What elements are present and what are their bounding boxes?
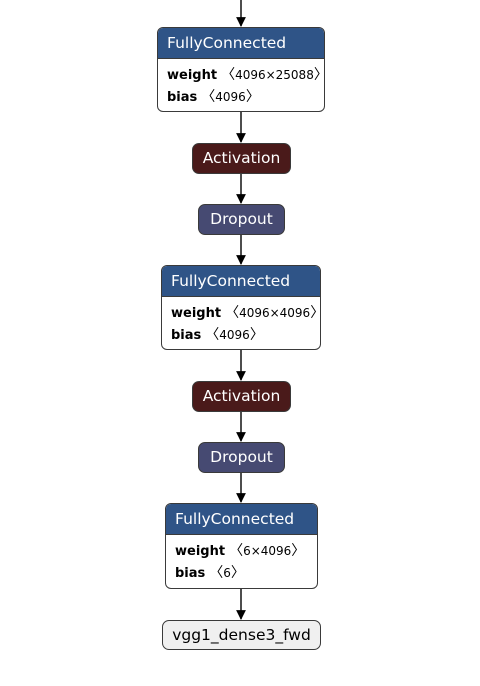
weight-dims: 4096×4096 [239,306,311,320]
fully-connected-node-2-attributes: weight〈4096×4096〉 bias〈4096〉 [162,297,320,346]
activation-node-1[interactable]: Activation [192,143,291,174]
dropout-node-1[interactable]: Dropout [198,204,285,235]
fully-connected-node-3-title: FullyConnected [166,504,317,535]
weight-attribute-value: 〈4096×25088〉 [221,67,324,83]
bias-attribute-row: bias 〈4096〉 [171,324,311,346]
close-angle-glyph: 〉 [314,67,324,83]
fully-connected-node-3-attributes: weight 〈6×4096〉 bias 〈6〉 [166,535,317,584]
weight-dims: 4096×25088 [235,68,314,82]
close-angle-glyph: 〉 [291,543,306,559]
open-angle-glyph: 〈 [205,327,220,343]
fully-connected-node-3[interactable]: FullyConnected weight 〈6×4096〉 bias 〈6〉 [165,503,318,589]
bias-attribute-value: 〈4096〉 [201,89,260,105]
open-angle-glyph: 〈 [229,543,244,559]
bias-attribute-name: bias [175,566,206,581]
close-angle-glyph: 〉 [245,89,260,105]
weight-attribute-row: weight 〈6×4096〉 [175,540,308,562]
fully-connected-node-2[interactable]: FullyConnected weight〈4096×4096〉 bias〈40… [161,265,321,350]
bias-attribute-value: 〈4096〉 [205,327,264,343]
activation-node-2[interactable]: Activation [192,381,291,412]
weight-attribute-row: weight〈4096×25088〉 [167,64,324,86]
fully-connected-node-2-title: FullyConnected [162,266,320,297]
close-angle-glyph: 〉 [310,305,320,321]
fully-connected-node-1-attributes: weight〈4096×25088〉 bias〈4096〉 [158,59,324,108]
bias-attribute-name: bias [167,90,198,105]
bias-dims: 6 [223,566,231,580]
weight-attribute-name: weight [175,544,226,559]
bias-attribute-name: bias [171,328,202,343]
bias-dims: 4096 [215,90,246,104]
open-angle-glyph: 〈 [201,89,216,105]
fully-connected-node-1-title: FullyConnected [158,28,324,59]
fully-connected-node-1[interactable]: FullyConnected weight〈4096×25088〉 bias〈4… [157,27,325,112]
open-angle-glyph: 〈 [209,565,224,581]
bias-attribute-value: 〈6〉 [209,565,245,581]
weight-attribute-value: 〈6×4096〉 [229,543,306,559]
output-node[interactable]: vgg1_dense3_fwd [162,620,321,650]
weight-dims: 6×4096 [243,544,292,558]
bias-attribute-row: bias 〈4096〉 [167,86,315,108]
weight-attribute-value: 〈4096×4096〉 [225,305,320,321]
close-angle-glyph: 〉 [230,565,245,581]
bias-dims: 4096 [219,328,250,342]
open-angle-glyph: 〈 [225,305,240,321]
weight-attribute-row: weight〈4096×4096〉 [171,302,320,324]
dropout-node-2[interactable]: Dropout [198,442,285,473]
bias-attribute-row: bias 〈6〉 [175,562,308,584]
close-angle-glyph: 〉 [249,327,264,343]
open-angle-glyph: 〈 [221,67,236,83]
weight-attribute-name: weight [171,306,222,321]
weight-attribute-name: weight [167,68,218,83]
